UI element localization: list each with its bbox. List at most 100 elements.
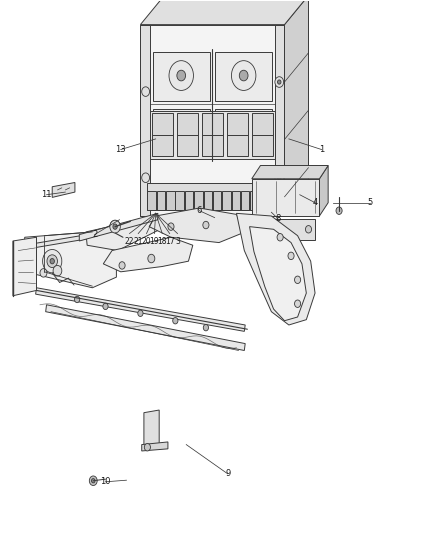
Circle shape [169, 61, 194, 91]
Bar [213, 191, 221, 209]
Circle shape [294, 300, 300, 308]
Bar [252, 134, 273, 156]
Circle shape [74, 296, 80, 303]
Circle shape [203, 221, 209, 229]
Polygon shape [30, 235, 87, 248]
Text: 4: 4 [312, 198, 318, 207]
Bar [202, 134, 223, 156]
Circle shape [42, 249, 62, 273]
Polygon shape [142, 442, 168, 451]
Text: 18: 18 [158, 237, 167, 246]
Polygon shape [46, 305, 245, 351]
Circle shape [294, 276, 300, 284]
Circle shape [173, 318, 178, 324]
Polygon shape [250, 227, 306, 321]
Text: 11: 11 [41, 190, 52, 199]
Bar [177, 113, 198, 135]
Bar [215, 52, 272, 101]
Polygon shape [86, 216, 162, 251]
Bar [194, 191, 203, 209]
Polygon shape [52, 182, 75, 197]
Bar [227, 113, 248, 135]
Circle shape [278, 80, 281, 84]
Circle shape [203, 325, 208, 331]
Bar [256, 219, 315, 240]
Circle shape [260, 225, 266, 233]
Bar [204, 191, 212, 209]
Bar [157, 191, 165, 209]
Circle shape [275, 172, 284, 183]
Circle shape [177, 126, 186, 137]
Circle shape [50, 259, 54, 264]
Polygon shape [285, 0, 308, 216]
Bar [275, 25, 285, 216]
Text: 22: 22 [125, 237, 134, 246]
Text: 10: 10 [100, 478, 111, 486]
Bar [141, 25, 285, 216]
Text: 9: 9 [225, 470, 230, 478]
Circle shape [169, 117, 194, 147]
Text: 21: 21 [134, 237, 143, 246]
Circle shape [177, 70, 186, 81]
Bar [215, 109, 272, 157]
Circle shape [148, 254, 155, 263]
Polygon shape [35, 288, 245, 332]
Circle shape [92, 479, 95, 483]
Bar [152, 134, 173, 156]
Polygon shape [13, 237, 36, 296]
Circle shape [239, 70, 248, 81]
Polygon shape [25, 232, 117, 288]
Circle shape [113, 224, 117, 229]
Circle shape [231, 117, 256, 147]
Text: 20: 20 [142, 237, 152, 246]
Bar [252, 113, 273, 135]
Polygon shape [144, 410, 159, 446]
Text: 8: 8 [275, 214, 281, 223]
Bar [152, 109, 210, 157]
Circle shape [288, 252, 294, 260]
Text: 3: 3 [175, 237, 180, 246]
Text: 17: 17 [165, 237, 174, 246]
Bar [185, 191, 193, 209]
Bar [176, 191, 184, 209]
Circle shape [142, 87, 150, 96]
Bar [152, 52, 210, 101]
Polygon shape [319, 165, 328, 216]
Circle shape [113, 224, 117, 229]
Bar [260, 191, 268, 209]
Polygon shape [149, 208, 245, 243]
Circle shape [278, 175, 281, 180]
Bar [269, 191, 278, 209]
Polygon shape [237, 213, 315, 325]
Circle shape [138, 310, 143, 317]
Circle shape [168, 223, 174, 230]
Bar [152, 113, 173, 135]
Bar [252, 179, 319, 216]
Circle shape [305, 225, 311, 233]
Bar [148, 191, 156, 209]
Text: 13: 13 [116, 145, 126, 154]
Text: 1: 1 [319, 145, 324, 154]
Bar [147, 183, 278, 209]
Circle shape [110, 220, 120, 233]
Text: 5: 5 [367, 198, 372, 207]
Circle shape [239, 126, 248, 137]
Circle shape [336, 207, 342, 214]
Circle shape [103, 303, 108, 310]
Bar [222, 191, 231, 209]
Polygon shape [252, 165, 328, 179]
Bar [141, 25, 150, 216]
Circle shape [142, 173, 150, 182]
Text: 6: 6 [197, 206, 202, 215]
Bar [202, 113, 223, 135]
Polygon shape [141, 0, 308, 25]
Bar [250, 191, 259, 209]
Bar [227, 134, 248, 156]
Polygon shape [79, 213, 158, 241]
Text: 2: 2 [92, 230, 97, 239]
Circle shape [275, 77, 284, 87]
Circle shape [89, 476, 97, 486]
Bar [166, 191, 175, 209]
Polygon shape [103, 237, 193, 272]
Text: 19: 19 [149, 237, 159, 246]
